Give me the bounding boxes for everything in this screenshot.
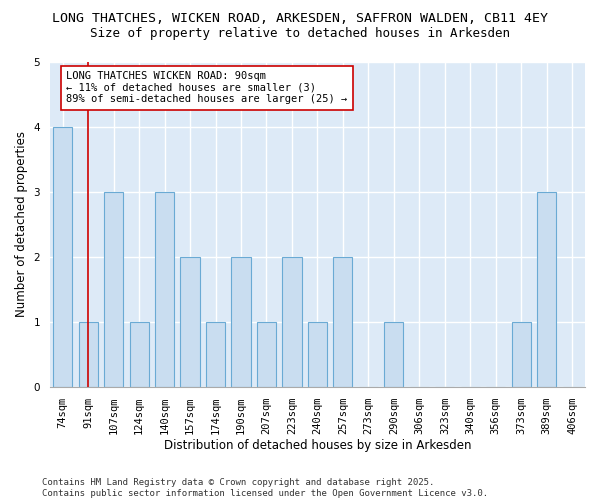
Bar [53,126,72,386]
Text: Size of property relative to detached houses in Arkesden: Size of property relative to detached ho… [90,28,510,40]
Bar [257,322,276,386]
Bar [334,256,352,386]
Bar [283,256,302,386]
Text: Contains HM Land Registry data © Crown copyright and database right 2025.
Contai: Contains HM Land Registry data © Crown c… [42,478,488,498]
Text: LONG THATCHES, WICKEN ROAD, ARKESDEN, SAFFRON WALDEN, CB11 4EY: LONG THATCHES, WICKEN ROAD, ARKESDEN, SA… [52,12,548,26]
Bar [79,322,98,386]
Bar [512,322,531,386]
Bar [155,192,174,386]
Bar [130,322,149,386]
Y-axis label: Number of detached properties: Number of detached properties [15,131,28,317]
Bar [206,322,225,386]
Text: LONG THATCHES WICKEN ROAD: 90sqm
← 11% of detached houses are smaller (3)
89% of: LONG THATCHES WICKEN ROAD: 90sqm ← 11% o… [67,72,348,104]
Bar [385,322,403,386]
Bar [537,192,556,386]
Bar [104,192,123,386]
Bar [232,256,251,386]
X-axis label: Distribution of detached houses by size in Arkesden: Distribution of detached houses by size … [164,440,471,452]
Bar [308,322,327,386]
Bar [181,256,200,386]
